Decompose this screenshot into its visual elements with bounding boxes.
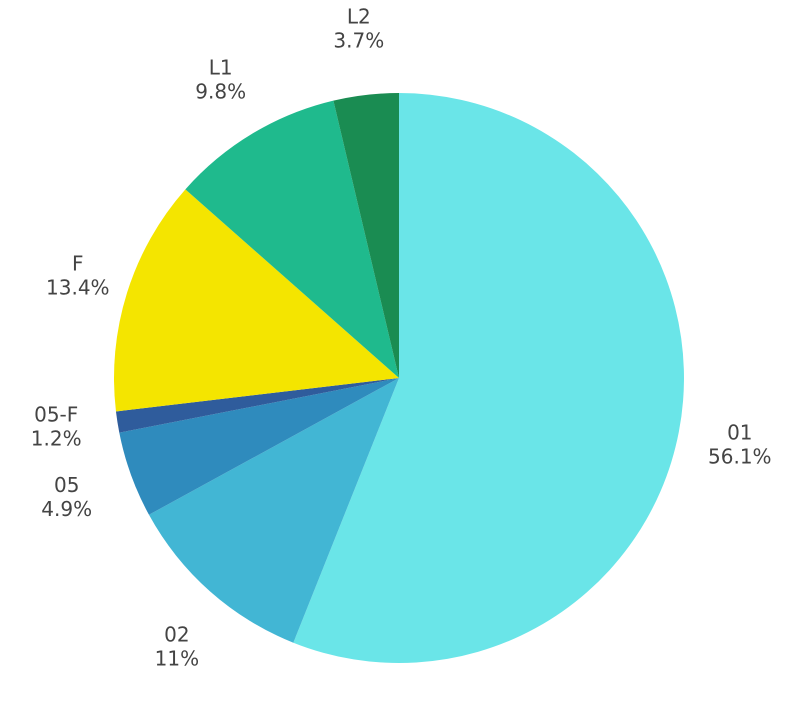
slice-label-f: F 13.4% <box>46 252 110 300</box>
slice-percentage: 1.2% <box>31 427 82 451</box>
slice-label-02: 02 11% <box>155 623 199 671</box>
slice-label-01: 01 56.1% <box>708 421 772 469</box>
pie-slice-l1[interactable] <box>185 100 399 379</box>
slice-label-l1: L1 9.8% <box>195 55 246 103</box>
slices-layer <box>113 93 684 663</box>
slice-name: 01 <box>727 421 752 445</box>
slice-label-l2: L2 3.7% <box>333 4 384 52</box>
pie-slice-02[interactable] <box>148 378 399 643</box>
pie-slice-f[interactable] <box>113 189 400 412</box>
slice-name: 05 <box>54 473 79 497</box>
slice-name: F <box>72 252 84 276</box>
slice-percentage: 9.8% <box>195 79 246 103</box>
slice-percentage: 13.4% <box>46 276 110 300</box>
slice-name: L2 <box>347 4 371 28</box>
pie-slice-05-f[interactable] <box>115 378 399 433</box>
slice-label-05: 05 4.9% <box>41 473 92 521</box>
slice-percentage: 11% <box>155 647 199 671</box>
slice-percentage: 56.1% <box>708 445 772 469</box>
slice-percentage: 4.9% <box>41 497 92 521</box>
slice-name: 02 <box>164 623 189 647</box>
pie-slice-l2[interactable] <box>333 93 399 378</box>
slice-name: 05-F <box>34 403 78 427</box>
slice-percentage: 3.7% <box>333 28 384 52</box>
slice-label-05-f: 05-F 1.2% <box>31 403 82 451</box>
slice-name: L1 <box>209 55 233 79</box>
labels-layer: 01 56.1% 02 11% 05 4.9% 05-F 1.2% F 13.4% L1 9.8% L2… <box>31 4 772 670</box>
pie-slice-05[interactable] <box>119 378 399 515</box>
pie-slice-01[interactable] <box>293 93 684 663</box>
